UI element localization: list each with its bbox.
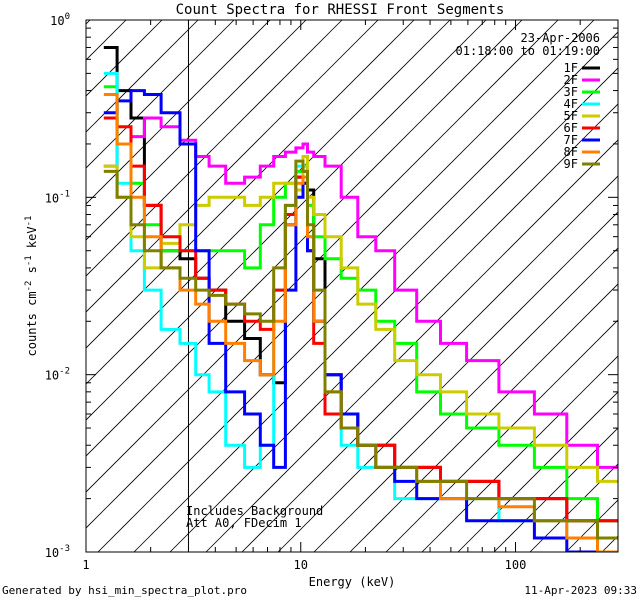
hatch-line	[349, 283, 618, 552]
hatch-line	[313, 247, 618, 552]
legend-label: 2F	[564, 73, 578, 87]
series-line-3F	[103, 85, 618, 523]
hatch-line	[86, 20, 415, 349]
y-axis-label: counts cm-2 s-1 keV-1	[24, 216, 39, 357]
legend-label: 9F	[564, 157, 578, 171]
chart-title: Count Spectra for RHESSI Front Segments	[176, 2, 505, 18]
svg-text:counts cm-2 s-1 keV-1: counts cm-2 s-1 keV-1	[24, 216, 39, 357]
hatch-line	[86, 20, 307, 241]
annotation-attenuator: Att A0, FDecim 1	[186, 516, 302, 530]
hatch-line	[529, 463, 618, 552]
time-range-label: 01:18:00 to 01:19:00	[456, 44, 601, 58]
hatch-line	[0, 20, 18, 552]
hatch-line	[277, 211, 618, 552]
hatch-line	[86, 20, 343, 277]
hatch-line	[493, 427, 618, 552]
series-line-2F	[103, 116, 618, 469]
hatch-line	[86, 20, 271, 205]
plot-frame	[85, 19, 619, 553]
footer-timestamp: 11-Apr-2023 09:33	[524, 584, 637, 597]
series-line-7F	[103, 89, 618, 552]
legend-label: 8F	[564, 145, 578, 159]
hatch-line	[86, 20, 91, 25]
y-tick-label: 10-1	[45, 189, 70, 205]
x-tick-label: 10	[294, 558, 308, 572]
hatch-line	[169, 103, 618, 552]
hatch-line	[86, 20, 379, 313]
y-tick-label: 10-2	[45, 367, 70, 383]
y-tick-label: 100	[50, 12, 70, 28]
footer-generator: Generated by hsi_min_spectra_plot.pro	[2, 584, 247, 597]
hatch-line	[86, 20, 559, 493]
series-line-9F	[103, 159, 618, 540]
legend-label: 1F	[564, 61, 578, 75]
hatch-line	[421, 355, 618, 552]
date-label: 23-Apr-2006	[521, 31, 600, 45]
hatch-line	[97, 31, 618, 552]
hatched-region	[0, 20, 618, 552]
hatch-line	[205, 139, 618, 552]
annotation-background: Includes Background	[186, 504, 323, 518]
hatch-line	[457, 391, 618, 552]
x-axis-label: Energy (keV)	[309, 575, 396, 589]
legend-label: 5F	[564, 109, 578, 123]
hatch-line	[86, 20, 199, 133]
hatch-line	[86, 20, 451, 385]
y-tick-label: 10-3	[45, 544, 70, 560]
hatch-line	[133, 67, 618, 552]
legend-label: 4F	[564, 97, 578, 111]
hatch-line	[601, 535, 618, 552]
legend-label: 3F	[564, 85, 578, 99]
hatch-line	[86, 20, 487, 421]
hatch-line	[385, 319, 618, 552]
x-tick-label: 1	[82, 558, 89, 572]
hatch-line	[86, 20, 595, 529]
hatch-line	[241, 175, 618, 552]
hatch-line	[86, 20, 523, 457]
x-tick-label: 100	[505, 558, 527, 572]
axis-ticks: 1 10 100 10-3 10-2 10-1 100	[45, 12, 619, 572]
hatch-line	[86, 20, 127, 61]
series-line-1F	[103, 46, 618, 523]
hatch-line	[86, 20, 235, 169]
series-layer	[103, 46, 618, 552]
legend-label: 7F	[564, 133, 578, 147]
legend-label: 6F	[564, 121, 578, 135]
